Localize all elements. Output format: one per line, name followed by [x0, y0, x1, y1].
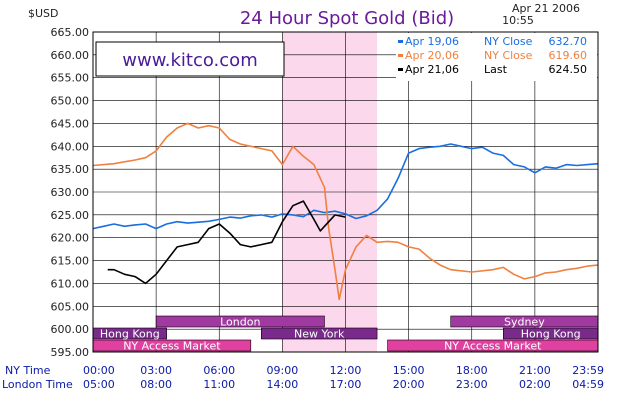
session-label: London: [220, 316, 260, 329]
y-tick-label: 650.00: [51, 95, 90, 108]
y-tick-label: 610.00: [51, 277, 90, 290]
series-line-1: [92, 143, 599, 230]
x-tick-london: 04:59: [572, 378, 604, 391]
legend-close-label: NY Close: [484, 49, 533, 62]
x-label-ny: NY Time: [5, 364, 51, 377]
series-line-2: [92, 122, 599, 301]
x-label-london: London Time: [2, 378, 73, 391]
timestamp-date: Apr 21 2006: [512, 2, 580, 15]
x-tick-london: 23:00: [456, 378, 488, 391]
session-label: Hong Kong: [100, 328, 160, 341]
x-tick-london: 20:00: [393, 378, 425, 391]
session-label: Sydney: [504, 316, 545, 329]
x-tick-ny: 00:00: [83, 364, 115, 377]
timestamp-time: 10:55: [502, 14, 534, 27]
y-tick-label: 635.00: [51, 163, 90, 176]
legend-close-value: 619.60: [549, 49, 588, 62]
chart-title: 24 Hour Spot Gold (Bid): [240, 8, 454, 29]
x-tick-london: 11:00: [203, 378, 235, 391]
x-tick-london: 05:00: [83, 378, 115, 391]
session-label: New York: [294, 328, 345, 341]
watermark: www.kitco.com: [122, 50, 257, 71]
legend-swatch: [398, 54, 403, 57]
y-tick-label: 615.00: [51, 255, 90, 268]
y-tick-label: 645.00: [51, 117, 90, 130]
session-bar: [261, 327, 378, 340]
legend-close-value: 624.50: [549, 63, 588, 76]
x-tick-ny: 03:00: [140, 364, 172, 377]
series-line-3: [107, 200, 346, 285]
x-tick-ny: 18:00: [456, 364, 488, 377]
session-label: Hong Kong: [521, 328, 581, 341]
x-tick-london: 08:00: [140, 378, 172, 391]
y-tick-label: 625.00: [51, 209, 90, 222]
legend-swatch: [398, 68, 403, 71]
x-tick-london: 17:00: [330, 378, 362, 391]
x-tick-ny: 23:59: [572, 364, 604, 377]
legend: Apr 19,06 NY Close 632.70 Apr 20,06 NY Close…: [396, 33, 597, 81]
x-tick-ny: 15:00: [393, 364, 425, 377]
y-tick-label: 640.00: [51, 140, 90, 153]
legend-box: [396, 33, 597, 81]
y-tick-label: 595.00: [51, 346, 90, 359]
y-tick-label: 655.00: [51, 72, 90, 85]
plot-frame: [92, 31, 599, 353]
y-tick-label: 630.00: [51, 186, 90, 199]
x-tick-ny: 09:00: [267, 364, 299, 377]
y-tick-label: 620.00: [51, 232, 90, 245]
x-tick-ny: 12:00: [330, 364, 362, 377]
y-tick-label: 605.00: [51, 300, 90, 313]
session-label: NY Access Market: [123, 340, 221, 353]
x-tick-london: 02:00: [519, 378, 551, 391]
legend-series-name: Apr 19,06: [405, 35, 459, 48]
x-tick-london: 14:00: [267, 378, 299, 391]
legend-close-label: NY Close: [484, 35, 533, 48]
legend-series-name: Apr 20,06: [405, 49, 459, 62]
session-bar: [155, 315, 325, 328]
legend-close-value: 632.70: [549, 35, 588, 48]
y-tick-label: 665.00: [51, 26, 90, 39]
y-axis-unit: $USD: [28, 7, 59, 20]
y-tick-label: 600.00: [51, 323, 90, 336]
legend-swatch: [398, 40, 403, 43]
watermark-box: [95, 41, 285, 77]
session-label: NY Access Market: [444, 340, 542, 353]
legend-close-label: Last: [484, 63, 508, 76]
y-tick-label: 660.00: [51, 49, 90, 62]
x-tick-ny: 21:00: [519, 364, 551, 377]
legend-series-name: Apr 21,06: [405, 63, 459, 76]
x-tick-ny: 06:00: [203, 364, 235, 377]
